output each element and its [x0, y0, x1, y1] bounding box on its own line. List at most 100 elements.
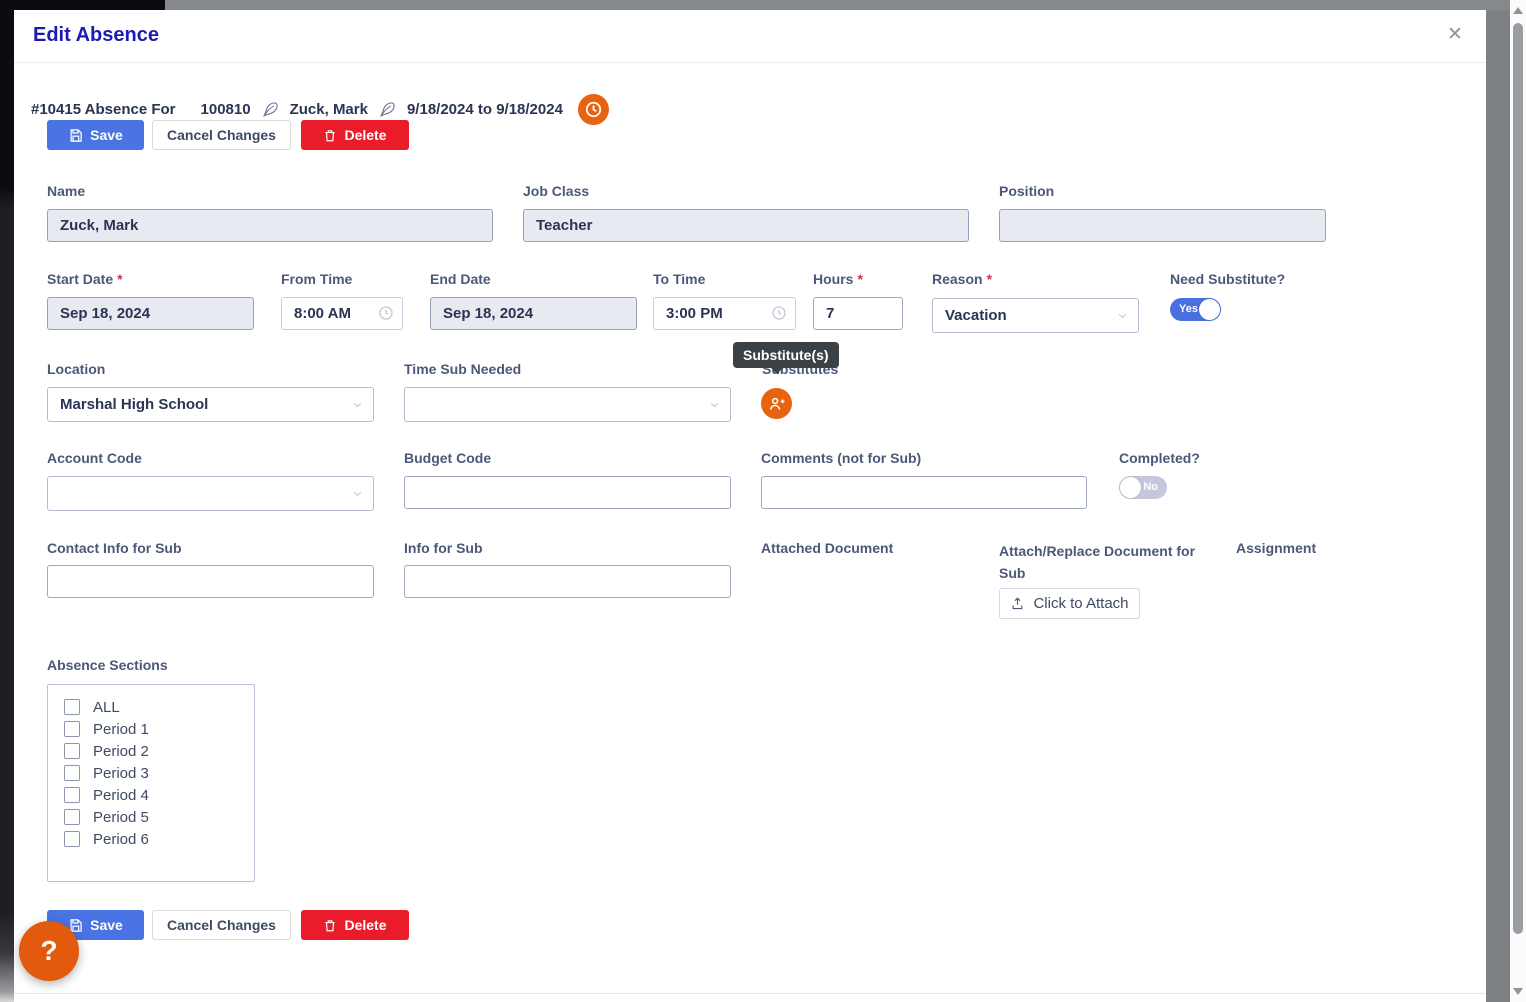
reason-value: Vacation: [945, 307, 1007, 324]
absence-section-option[interactable]: Period 2: [64, 740, 254, 762]
absence-section-option[interactable]: Period 6: [64, 828, 254, 850]
upload-icon: [1013, 597, 1023, 610]
page-scrollbar[interactable]: [1510, 0, 1526, 1002]
chevron-down-icon: [353, 402, 362, 407]
checkbox-icon[interactable]: [64, 809, 80, 825]
job-class-label: Job Class: [523, 183, 590, 199]
close-icon[interactable]: ✕: [1447, 24, 1463, 45]
absence-id-label: #10415 Absence For: [31, 101, 176, 118]
info-for-sub-label: Info for Sub: [404, 540, 483, 556]
info-for-sub-field[interactable]: [404, 565, 731, 598]
absence-section-option-label: Period 4: [93, 786, 149, 804]
required-marker: *: [986, 271, 993, 287]
end-date-label: End Date: [430, 271, 491, 287]
absence-section-option-label: Period 1: [93, 720, 149, 738]
scrollbar-thumb[interactable]: [1513, 23, 1523, 934]
absence-section-option[interactable]: ALL: [64, 696, 254, 718]
name-label: Name: [47, 183, 86, 199]
contact-info-field[interactable]: [47, 565, 374, 598]
to-time-input[interactable]: [653, 297, 796, 330]
contact-info-label: Contact Info for Sub: [47, 540, 182, 556]
save-button[interactable]: Save: [47, 120, 144, 150]
absence-section-option-label: ALL: [93, 698, 120, 716]
hours-label: Hours *: [813, 271, 863, 287]
click-to-attach-button[interactable]: Click to Attach: [999, 588, 1140, 619]
toggle-knob: [1199, 299, 1220, 320]
reason-select[interactable]: Vacation: [932, 298, 1139, 333]
chevron-down-icon: [1118, 313, 1127, 318]
attached-document-label: Attached Document: [761, 540, 894, 556]
delete-button-label: Delete: [344, 127, 387, 143]
absence-section-option-label: Period 2: [93, 742, 149, 760]
absence-section-option[interactable]: Period 5: [64, 806, 254, 828]
to-time-field[interactable]: [653, 297, 796, 330]
scroll-down-arrow-icon[interactable]: [1513, 988, 1523, 995]
clock-icon[interactable]: [771, 305, 787, 321]
comments-field[interactable]: [761, 476, 1087, 509]
substitutes-tooltip: Substitute(s): [733, 342, 839, 374]
save-button-label: Save: [90, 917, 123, 933]
from-time-input[interactable]: [281, 297, 403, 330]
save-icon: [70, 918, 82, 932]
hours-field[interactable]: [813, 297, 903, 330]
checkbox-icon[interactable]: [64, 765, 80, 781]
need-substitute-label: Need Substitute?: [1170, 271, 1286, 287]
comments-label: Comments (not for Sub): [761, 450, 922, 466]
trash-icon: [325, 919, 336, 931]
location-select[interactable]: Marshal High School: [47, 387, 374, 422]
account-code-label: Account Code: [47, 450, 142, 466]
budget-code-label: Budget Code: [404, 450, 492, 466]
cancel-button-label: Cancel Changes: [167, 917, 276, 933]
cancel-button-label: Cancel Changes: [167, 127, 276, 143]
checkbox-icon[interactable]: [64, 831, 80, 847]
help-button[interactable]: ?: [19, 921, 79, 981]
delete-button-label: Delete: [344, 917, 387, 933]
page-background-top-left: [0, 0, 165, 10]
absence-summary: #10415 Absence For 100810 Zuck, Mark 9/1…: [31, 94, 609, 125]
checkbox-icon[interactable]: [64, 699, 80, 715]
absence-history-button[interactable]: [577, 94, 609, 125]
trash-icon: [325, 129, 336, 141]
time-sub-needed-label: Time Sub Needed: [404, 361, 522, 377]
need-substitute-toggle[interactable]: Yes: [1170, 298, 1221, 321]
overlay-right: [1486, 10, 1510, 1002]
toggle-on-label: Yes: [1179, 303, 1198, 315]
checkbox-icon[interactable]: [64, 787, 80, 803]
person-plus-icon: [769, 397, 784, 410]
checkbox-icon[interactable]: [64, 721, 80, 737]
absence-section-option-label: Period 3: [93, 764, 149, 782]
clock-history-icon: [585, 101, 602, 118]
toggle-off-label: No: [1143, 481, 1158, 493]
job-class-field: [523, 209, 969, 242]
time-sub-needed-select[interactable]: [404, 387, 731, 422]
chevron-down-icon: [353, 491, 362, 496]
page-title: Edit Absence: [33, 24, 159, 46]
completed-toggle[interactable]: No: [1119, 476, 1167, 499]
required-marker: *: [857, 271, 863, 287]
cancel-changes-button[interactable]: Cancel Changes: [152, 910, 291, 940]
clock-icon[interactable]: [378, 305, 394, 321]
add-substitute-button[interactable]: [761, 388, 792, 419]
save-icon: [70, 128, 82, 142]
absence-sections-list: ALL Period 1 Period 2 Period 3 Period 4 Perio…: [47, 684, 255, 882]
page-background-left: [0, 10, 14, 1002]
absence-section-option[interactable]: Period 4: [64, 784, 254, 806]
scroll-up-arrow-icon[interactable]: [1513, 7, 1523, 14]
budget-code-field[interactable]: [404, 476, 731, 509]
absence-section-option-label: Period 6: [93, 830, 149, 848]
employee-name: Zuck, Mark: [289, 101, 368, 118]
absence-section-option[interactable]: Period 3: [64, 762, 254, 784]
cancel-changes-button[interactable]: Cancel Changes: [152, 120, 291, 150]
employee-id: 100810: [200, 101, 251, 118]
quill-edit-icon: [380, 102, 395, 117]
position-field: [999, 209, 1326, 242]
account-code-select[interactable]: [47, 476, 374, 511]
delete-button[interactable]: Delete: [301, 910, 409, 940]
completed-label: Completed?: [1119, 450, 1200, 466]
delete-button[interactable]: Delete: [301, 120, 409, 150]
toggle-knob: [1120, 477, 1141, 498]
absence-section-option[interactable]: Period 1: [64, 718, 254, 740]
from-time-field[interactable]: [281, 297, 403, 330]
checkbox-icon[interactable]: [64, 743, 80, 759]
location-label: Location: [47, 361, 106, 377]
